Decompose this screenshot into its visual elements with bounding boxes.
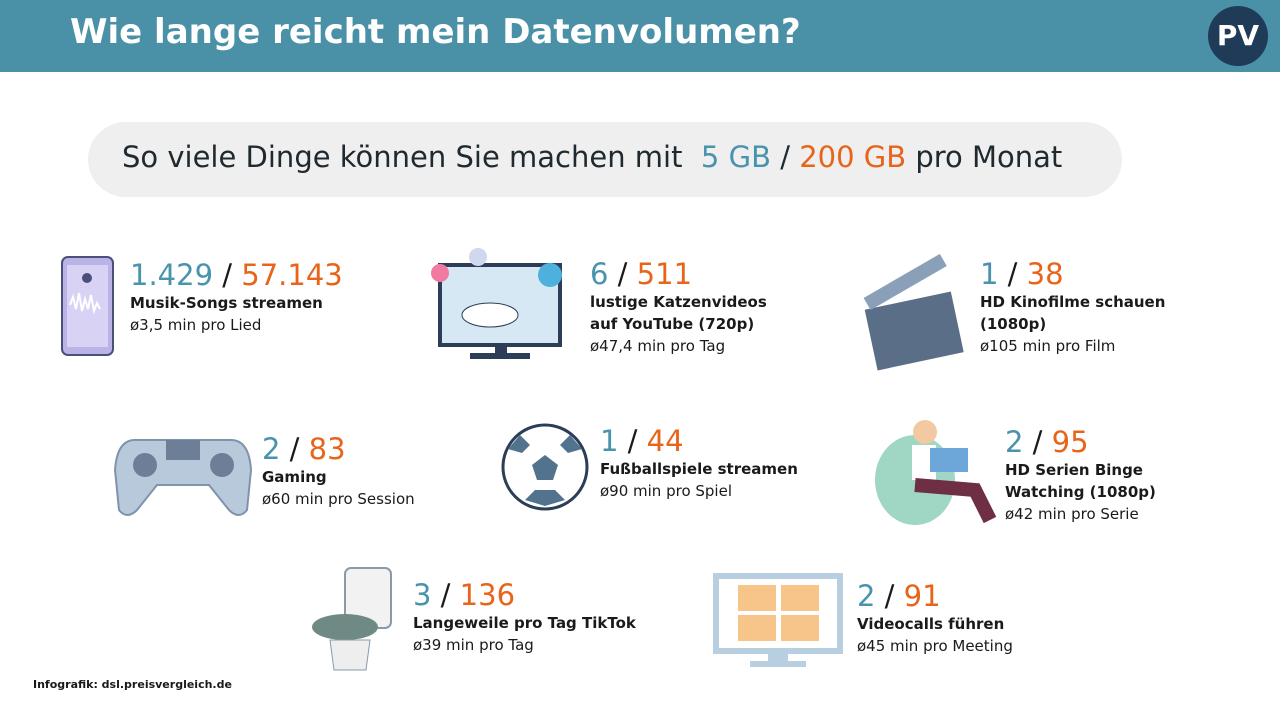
item-label: Musik-Songs streamen bbox=[130, 294, 323, 312]
item: 1 / 44 Fußballspiele streamen ø90 min pro … bbox=[600, 424, 798, 502]
item-note: ø42 min pro Serie bbox=[1005, 505, 1139, 523]
separator: / bbox=[222, 258, 233, 292]
item-count: 2 / 95 bbox=[1005, 425, 1156, 459]
small-volume: 5 GB bbox=[700, 140, 771, 174]
footer: Infografik: dsl.preisvergleich.de bbox=[33, 678, 232, 691]
count-large: 511 bbox=[636, 257, 693, 291]
football-icon bbox=[501, 423, 589, 511]
count-large: 95 bbox=[1051, 425, 1089, 459]
toilet-icon bbox=[312, 567, 392, 671]
item: 3 / 136 Langeweile pro Tag TikTok ø39 min … bbox=[413, 578, 636, 656]
item: 2 / 91 Videocalls führen ø45 min pro Meeti… bbox=[857, 579, 1013, 657]
subtitle: So viele Dinge können Sie machen mit 5 G… bbox=[122, 140, 1062, 174]
item-label: Videocalls führen bbox=[857, 615, 1005, 633]
video-icon bbox=[431, 248, 562, 359]
count-small: 1 bbox=[600, 424, 619, 458]
count-small: 2 bbox=[1005, 425, 1024, 459]
item-label: Fußballspiele streamen bbox=[600, 460, 798, 478]
item-label: HD Serien Binge bbox=[1005, 461, 1143, 479]
item-count: 2 / 91 bbox=[857, 579, 1013, 613]
count-small: 2 bbox=[857, 579, 876, 613]
item: 6 / 511 lustige Katzenvideos auf YouTube (… bbox=[590, 257, 767, 357]
separator: / bbox=[627, 424, 638, 458]
count-small: 1.429 bbox=[130, 258, 214, 292]
item-label: Langeweile pro Tag TikTok bbox=[413, 614, 636, 632]
item-count: 6 / 511 bbox=[590, 257, 767, 291]
item-count: 1 / 44 bbox=[600, 424, 798, 458]
item-count: 1.429 / 57.143 bbox=[130, 258, 343, 292]
header-bar bbox=[0, 0, 1280, 72]
item: 1 / 38 HD Kinofilme schauen (1080p) ø105 mi… bbox=[980, 257, 1165, 357]
count-large: 44 bbox=[646, 424, 684, 458]
clapper-icon bbox=[863, 253, 964, 371]
subtitle-text: So viele Dinge können Sie machen mit bbox=[122, 140, 683, 174]
item-note: ø3,5 min pro Lied bbox=[130, 316, 262, 334]
gamepad-icon bbox=[113, 439, 253, 516]
item-count: 1 / 38 bbox=[980, 257, 1165, 291]
item-note: ø90 min pro Spiel bbox=[600, 482, 732, 500]
logo: PV bbox=[1208, 6, 1268, 66]
videocall-icon bbox=[713, 573, 843, 667]
count-small: 2 bbox=[262, 432, 281, 466]
phone-icon bbox=[61, 256, 114, 356]
separator: / bbox=[780, 140, 790, 174]
item-label: Gaming bbox=[262, 468, 327, 486]
item-note: ø45 min pro Meeting bbox=[857, 637, 1013, 655]
count-small: 1 bbox=[980, 257, 999, 291]
item-label: Watching (1080p) bbox=[1005, 483, 1156, 501]
item-count: 3 / 136 bbox=[413, 578, 636, 612]
item-label: (1080p) bbox=[980, 315, 1047, 333]
count-large: 91 bbox=[903, 579, 941, 613]
item-note: ø47,4 min pro Tag bbox=[590, 337, 726, 355]
large-volume: 200 GB bbox=[799, 140, 907, 174]
item-label: auf YouTube (720p) bbox=[590, 315, 755, 333]
count-large: 38 bbox=[1026, 257, 1064, 291]
title: Wie lange reicht mein Datenvolumen? bbox=[70, 12, 801, 52]
separator: / bbox=[617, 257, 628, 291]
binge-icon bbox=[875, 420, 997, 525]
item: 2 / 83 Gaming ø60 min pro Session bbox=[262, 432, 415, 510]
item-note: ø60 min pro Session bbox=[262, 490, 415, 508]
item-label: lustige Katzenvideos bbox=[590, 293, 767, 311]
separator: / bbox=[884, 579, 895, 613]
separator: / bbox=[1032, 425, 1043, 459]
item-note: ø105 min pro Film bbox=[980, 337, 1116, 355]
subtitle-suffix: pro Monat bbox=[915, 140, 1063, 174]
item: 1.429 / 57.143 Musik-Songs streamen ø3,5 m… bbox=[130, 258, 343, 336]
item-count: 2 / 83 bbox=[262, 432, 415, 466]
count-large: 136 bbox=[459, 578, 516, 612]
subtitle-box bbox=[88, 122, 1122, 197]
separator: / bbox=[440, 578, 451, 612]
item-label: HD Kinofilme schauen bbox=[980, 293, 1166, 311]
count-small: 6 bbox=[590, 257, 609, 291]
count-small: 3 bbox=[413, 578, 432, 612]
separator: / bbox=[1007, 257, 1018, 291]
item: 2 / 95 HD Serien Binge Watching (1080p) ø42… bbox=[1005, 425, 1156, 525]
item-note: ø39 min pro Tag bbox=[413, 636, 534, 654]
count-large: 57.143 bbox=[241, 258, 343, 292]
count-large: 83 bbox=[308, 432, 346, 466]
separator: / bbox=[289, 432, 300, 466]
